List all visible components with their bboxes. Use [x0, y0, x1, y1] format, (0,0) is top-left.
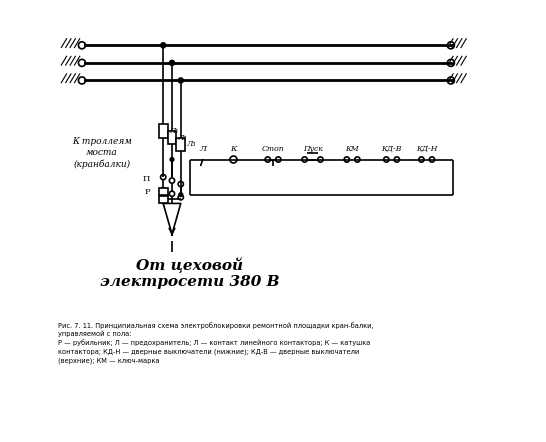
Text: КД-В: КД-В	[382, 145, 402, 153]
Text: управляемой с пола:: управляемой с пола:	[58, 331, 131, 337]
Text: (кранбалки): (кранбалки)	[73, 159, 130, 169]
Text: КМ: КМ	[345, 145, 359, 153]
Text: К троллеям: К троллеям	[72, 137, 132, 146]
Text: электросети 380 В: электросети 380 В	[100, 275, 280, 290]
Circle shape	[170, 158, 174, 161]
Circle shape	[179, 78, 183, 83]
Text: Л₁: Л₁	[169, 127, 179, 135]
Text: моста: моста	[86, 149, 117, 157]
Text: Стоп: Стоп	[262, 145, 284, 153]
Bar	[159, 188, 168, 194]
Bar	[159, 124, 168, 137]
Text: Р: Р	[144, 188, 150, 196]
Circle shape	[170, 61, 174, 65]
Bar	[176, 137, 185, 151]
Bar	[159, 196, 168, 202]
Text: Р — рубильник; Л — предохранитель; Л — контакт линейного контактора; К — катушка: Р — рубильник; Л — предохранитель; Л — к…	[58, 339, 370, 347]
Text: Л: Л	[199, 145, 206, 153]
Text: (верхние); КМ — ключ-марка: (верхние); КМ — ключ-марка	[58, 357, 159, 364]
Text: Пуск: Пуск	[302, 145, 322, 153]
Text: Л₂: Л₂	[177, 133, 187, 141]
Text: К: К	[230, 145, 237, 153]
Text: П: П	[143, 175, 150, 183]
Text: От цеховой: От цеховой	[136, 257, 243, 273]
Circle shape	[179, 193, 182, 196]
Bar	[168, 131, 176, 144]
Text: контактора; КД-Н — дверные выключатели (нижние); КД-В — дверные выключатели: контактора; КД-Н — дверные выключатели (…	[58, 348, 359, 355]
Text: Рис. 7. 11. Принципиальная схема электроблокировки ремонтной площадки кран-балки: Рис. 7. 11. Принципиальная схема электро…	[58, 322, 373, 329]
Text: КД-Н: КД-Н	[416, 145, 437, 153]
Circle shape	[161, 43, 165, 48]
Text: Л₃: Л₃	[187, 140, 196, 148]
